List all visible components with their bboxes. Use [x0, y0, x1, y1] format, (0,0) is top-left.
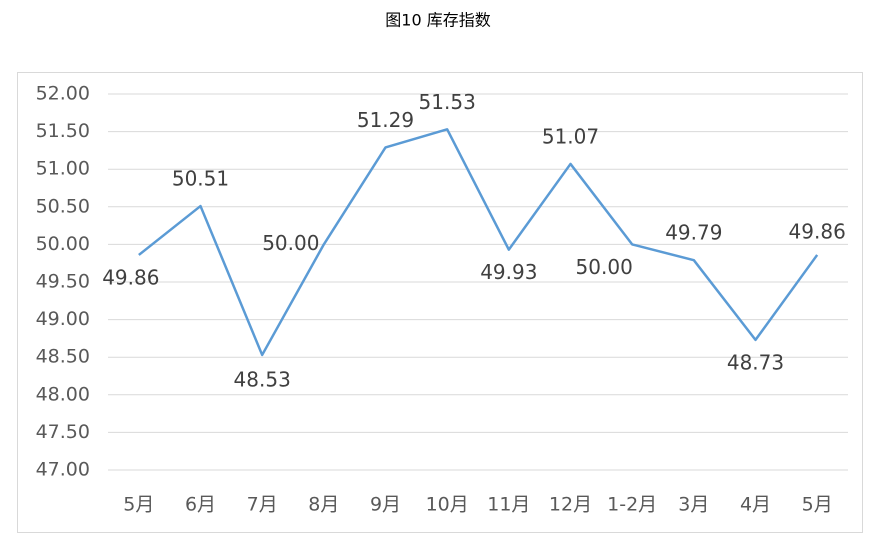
- x-tick-label: 3月: [678, 494, 709, 516]
- data-label: 49.93: [480, 260, 537, 284]
- y-tick-label: 48.00: [36, 383, 90, 405]
- x-tick-label: 12月: [549, 494, 592, 516]
- y-tick-label: 51.50: [36, 120, 90, 142]
- x-tick-label: 6月: [185, 494, 216, 516]
- x-tick-label: 9月: [370, 494, 401, 516]
- data-label: 51.29: [357, 108, 414, 132]
- y-tick-label: 52.00: [36, 83, 90, 105]
- chart-border: [17, 72, 863, 533]
- data-label: 49.86: [102, 265, 159, 289]
- data-label: 50.00: [262, 231, 319, 255]
- data-label: 48.73: [727, 350, 784, 374]
- x-tick-label: 7月: [247, 494, 278, 516]
- line: [138, 128, 819, 357]
- y-tick-label: 49.00: [36, 308, 90, 330]
- y-tick-label: 47.50: [36, 421, 90, 443]
- x-tick-label: 11月: [487, 494, 530, 516]
- y-tick-label: 47.00: [36, 459, 90, 481]
- x-tick-label: 1-2月: [607, 494, 657, 516]
- y-tick-label: 48.50: [36, 346, 90, 368]
- data-label: 49.86: [789, 219, 846, 243]
- y-tick-label: 51.00: [36, 158, 90, 180]
- chart-title: 图10 库存指数: [385, 11, 490, 30]
- data-label: 50.00: [576, 255, 633, 279]
- x-tick-label: 4月: [740, 494, 771, 516]
- data-label: 48.53: [234, 367, 291, 391]
- data-label: 51.07: [542, 124, 599, 148]
- x-tick-label: 8月: [308, 494, 339, 516]
- data-label: 51.53: [419, 90, 476, 114]
- x-tick-label: 5月: [802, 494, 833, 516]
- x-tick-label: 10月: [426, 494, 469, 516]
- y-tick-label: 50.50: [36, 195, 90, 217]
- data-label: 50.51: [172, 167, 229, 191]
- y-tick-label: 50.00: [36, 233, 90, 255]
- data-label: 49.79: [665, 221, 722, 245]
- y-tick-label: 49.50: [36, 271, 90, 293]
- x-tick-label: 5月: [123, 494, 154, 516]
